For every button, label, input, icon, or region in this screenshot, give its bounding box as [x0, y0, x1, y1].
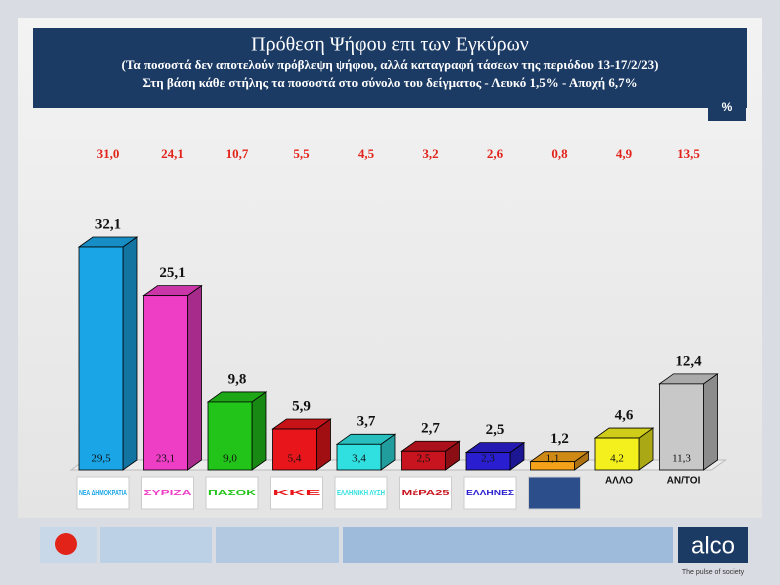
bar: [335, 433, 397, 471]
previous-value-label: 3,2: [422, 146, 438, 161]
value-label: 1,2: [550, 431, 569, 447]
category-label: ΠΑΣΟΚ: [208, 490, 256, 497]
party-logo-box: [76, 476, 130, 510]
category-label: ΕΛΛΗΝΕΣ: [466, 490, 514, 497]
bar: [206, 391, 268, 471]
base-value-label: 11,3: [672, 453, 691, 465]
base-value-label: 1,1: [546, 453, 560, 465]
footer-box: [100, 527, 212, 563]
unit-badge-text: %: [722, 100, 733, 114]
footer-logo: alco: [691, 532, 735, 559]
category-label: ΕΛΛΗΝΙΚΗ ΛΥΣΗ: [337, 490, 385, 497]
base-value-label: 9,0: [223, 453, 237, 465]
category-label: ΑΛΛΟ: [605, 476, 633, 487]
footer: alco The pulse of society: [40, 527, 748, 576]
previous-value-label: 4,9: [616, 146, 633, 161]
bar: [142, 284, 203, 471]
party-logo-box: [141, 476, 194, 510]
value-label: 2,5: [486, 422, 505, 438]
footer-icon: [55, 533, 77, 555]
party-logo-box: [270, 476, 323, 510]
previous-value-label: 2,6: [487, 146, 504, 161]
bar: [271, 418, 332, 471]
bar: [400, 440, 461, 471]
category-label: ΣΥΡΙΖΑ: [144, 490, 192, 497]
category-label: ΑΝ/ΤΟΙ: [667, 476, 701, 487]
previous-value-label: 0,8: [551, 146, 568, 161]
bar-side: [187, 284, 202, 471]
bar: [593, 427, 655, 471]
chart-note: Στη βάση κάθε στήλης τα ποσοστά στο σύνο…: [142, 75, 637, 90]
value-label: 25,1: [159, 265, 185, 281]
base-value-label: 29,5: [91, 453, 111, 465]
previous-value-label: 5,5: [293, 146, 310, 161]
footer-box: [343, 527, 673, 563]
unit-badge: [708, 95, 746, 121]
party-logo-box: [399, 476, 452, 510]
previous-value-label: 10,7: [226, 146, 249, 161]
value-label: 2,7: [421, 421, 440, 437]
base-value-label: 5,4: [288, 453, 302, 465]
value-label: 5,9: [292, 398, 311, 414]
category-label: ΚΚΕ: [273, 490, 322, 497]
bar-front: [530, 461, 575, 471]
footer-tagline: The pulse of society: [682, 569, 745, 576]
party-logo-box: [463, 476, 517, 510]
header: [33, 28, 747, 108]
bar: [77, 236, 139, 471]
bar: [464, 441, 526, 471]
base-value-label: 2,5: [417, 453, 431, 465]
previous-value-label: 13,5: [677, 146, 700, 161]
category-label: ΜέΡΑ25: [402, 490, 450, 497]
party-logo-box: [205, 476, 259, 510]
bar-front: [465, 452, 511, 471]
value-label: 12,4: [675, 353, 702, 369]
footer-box: [216, 527, 339, 563]
previous-value-label: 24,1: [161, 146, 184, 161]
bar-front: [659, 383, 704, 471]
category-label: ΝΕΑ ΔΗΜΟΚΡΑΤΙΑ: [79, 490, 127, 497]
base-value-label: 2,3: [481, 453, 495, 465]
bar-front: [78, 246, 124, 471]
previous-value-label: 31,0: [97, 146, 120, 161]
bar-front: [336, 443, 382, 471]
base-value-label: 3,4: [352, 453, 366, 465]
bar-side: [122, 236, 138, 471]
base-value-label: 4,2: [610, 453, 624, 465]
value-label: 4,6: [615, 407, 634, 423]
base-value-label: 23,1: [156, 453, 175, 465]
chart-title: Πρόθεση Ψήφου επι των Εγκύρων: [251, 34, 529, 56]
bar: [529, 450, 590, 471]
bar-front: [401, 450, 446, 471]
party-logo-box: [528, 476, 581, 510]
value-label: 3,7: [357, 414, 376, 430]
bar-front: [207, 401, 253, 471]
bar: [658, 373, 719, 471]
chart-subtitle: (Τα ποσοστά δεν αποτελούν πρόβλεψη ψήφου…: [122, 57, 659, 72]
footer-logo-box: [678, 527, 748, 563]
bar-front: [143, 295, 188, 471]
bar-side: [703, 373, 718, 471]
party-logo-box: [334, 476, 388, 510]
value-label: 9,8: [228, 371, 247, 387]
bar-side: [251, 391, 267, 471]
previous-value-label: 4,5: [358, 146, 375, 161]
bar-front: [272, 428, 317, 471]
bar-front: [594, 437, 640, 471]
value-label: 32,1: [95, 216, 121, 232]
